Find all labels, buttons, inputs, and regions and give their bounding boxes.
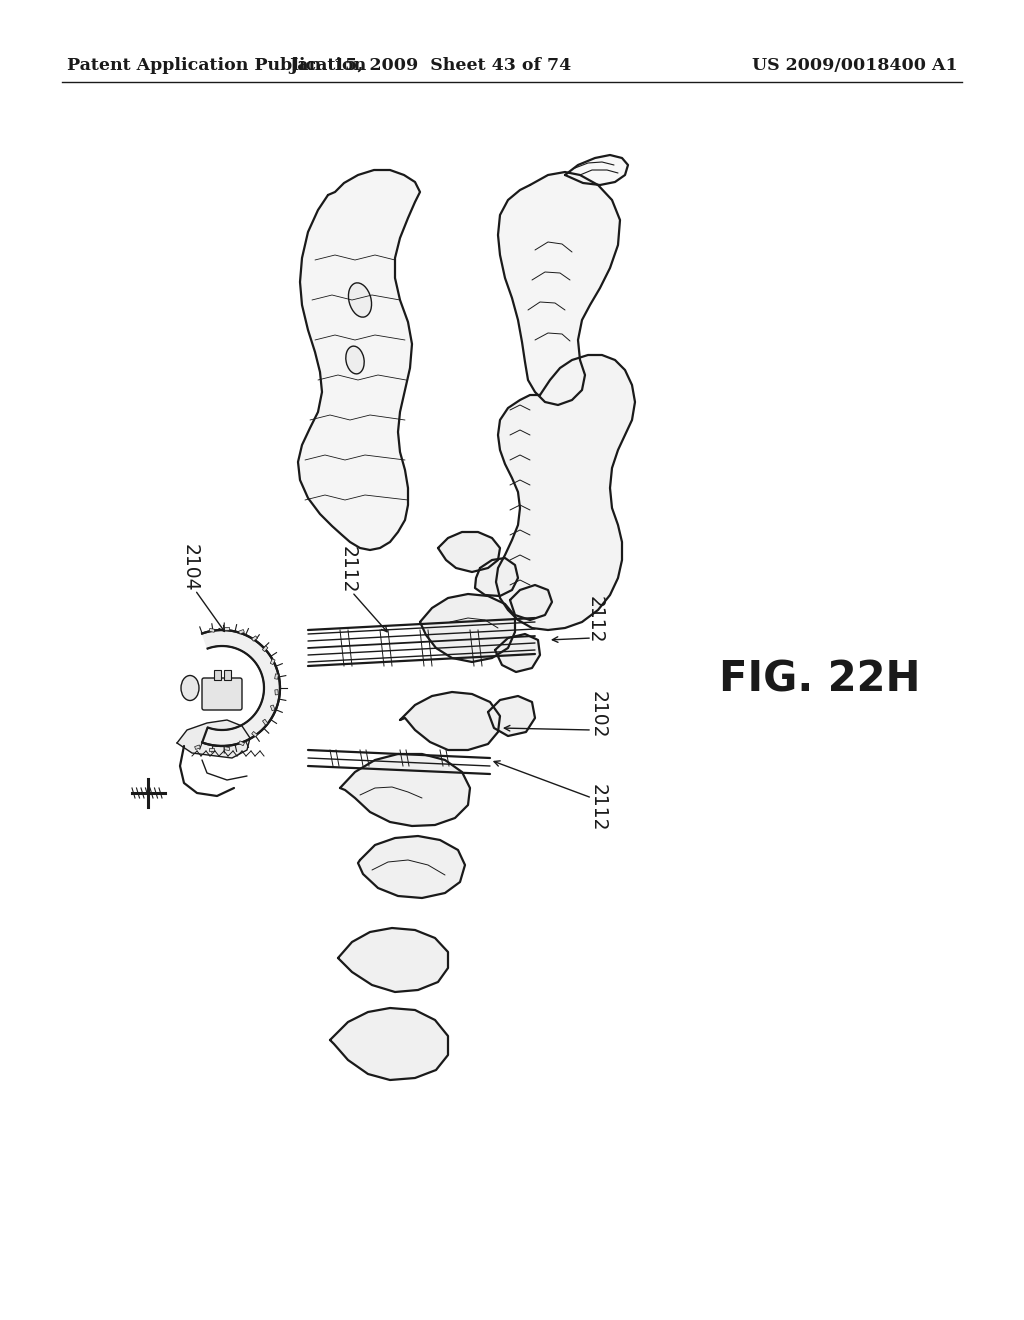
- Bar: [252, 731, 257, 737]
- Polygon shape: [338, 928, 449, 993]
- Text: 2104: 2104: [180, 544, 200, 591]
- Bar: [274, 673, 279, 680]
- Ellipse shape: [348, 282, 372, 317]
- Bar: [270, 659, 275, 664]
- Polygon shape: [330, 1008, 449, 1080]
- Bar: [239, 741, 245, 746]
- Bar: [195, 744, 201, 750]
- Text: Jan. 15, 2009  Sheet 43 of 74: Jan. 15, 2009 Sheet 43 of 74: [289, 57, 571, 74]
- Text: US 2009/0018400 A1: US 2009/0018400 A1: [753, 57, 958, 74]
- Bar: [270, 705, 274, 710]
- Polygon shape: [498, 172, 620, 405]
- Bar: [262, 645, 268, 652]
- Ellipse shape: [181, 676, 199, 701]
- Text: 2112: 2112: [339, 546, 357, 594]
- Polygon shape: [298, 170, 420, 550]
- Bar: [252, 636, 257, 642]
- Polygon shape: [475, 558, 518, 597]
- Polygon shape: [565, 154, 628, 185]
- Text: 2102: 2102: [589, 692, 607, 739]
- Polygon shape: [420, 594, 515, 663]
- Bar: [224, 747, 229, 751]
- Polygon shape: [438, 532, 500, 572]
- Polygon shape: [177, 719, 250, 758]
- Polygon shape: [358, 836, 465, 898]
- Polygon shape: [488, 696, 535, 737]
- Text: 2112: 2112: [586, 597, 604, 644]
- Polygon shape: [202, 630, 280, 746]
- Bar: [262, 719, 268, 725]
- Bar: [214, 671, 221, 680]
- Bar: [239, 630, 245, 634]
- Polygon shape: [400, 692, 500, 750]
- Polygon shape: [496, 355, 635, 630]
- Bar: [224, 671, 231, 680]
- FancyBboxPatch shape: [202, 678, 242, 710]
- Text: 2112: 2112: [589, 784, 607, 832]
- Bar: [224, 627, 229, 631]
- Bar: [209, 628, 215, 632]
- Polygon shape: [510, 585, 552, 620]
- Polygon shape: [495, 634, 540, 672]
- Text: Patent Application Publication: Patent Application Publication: [67, 57, 367, 74]
- Ellipse shape: [346, 346, 365, 374]
- Polygon shape: [340, 754, 470, 826]
- Bar: [209, 748, 215, 751]
- Text: FIG. 22H: FIG. 22H: [719, 659, 921, 701]
- Bar: [274, 689, 279, 694]
